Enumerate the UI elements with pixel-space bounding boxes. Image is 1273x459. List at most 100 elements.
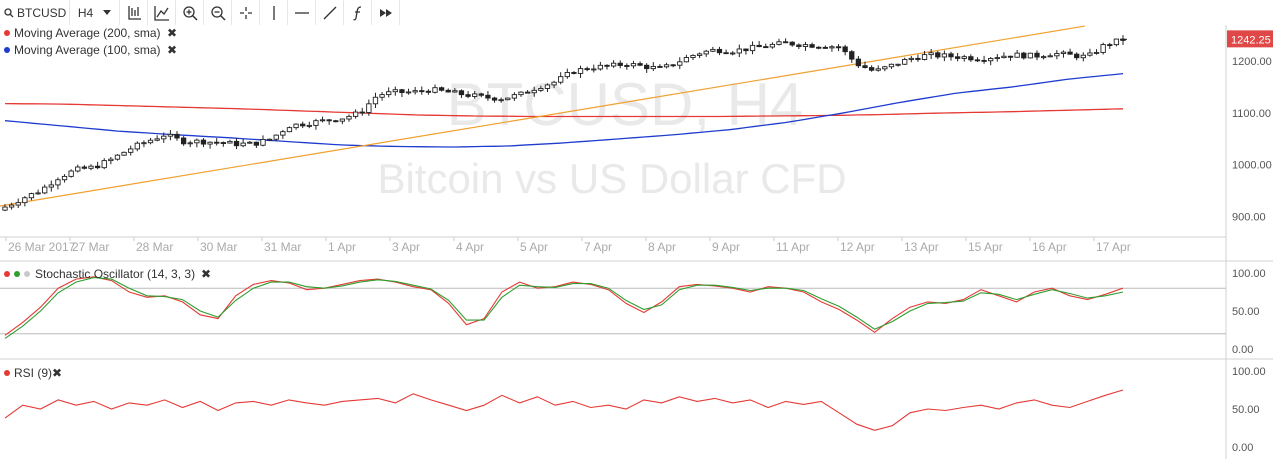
forward-button[interactable]: [372, 0, 400, 25]
price-tick-label: 1200.00: [1232, 56, 1272, 68]
search-icon: [4, 7, 14, 17]
time-tick-label: 7 Apr: [584, 240, 612, 254]
candle-body: [161, 135, 167, 140]
candle-body: [835, 46, 842, 49]
candle-body: [22, 197, 28, 204]
candle-body: [200, 139, 207, 145]
candle-body: [1067, 51, 1073, 55]
ma100-path: [4, 72, 1124, 148]
candle-body: [472, 93, 478, 97]
candle-body: [994, 57, 1000, 60]
candle-body: [207, 141, 213, 145]
vertical-line-button[interactable]: [260, 0, 288, 25]
candle-body: [1087, 52, 1093, 56]
candlestick-series: [2, 35, 1126, 212]
candle-body: [809, 44, 815, 48]
rsi-axis[interactable]: 100.00 50.00 0.00: [1232, 366, 1266, 454]
candle-body: [921, 54, 928, 60]
candle-body: [48, 184, 54, 188]
candle-body: [392, 89, 398, 93]
candle-body: [75, 166, 81, 172]
price-axis[interactable]: 1200.00 1100.00 1000.00 900.00: [1232, 56, 1272, 223]
osc-tick-label: 100.00: [1232, 366, 1266, 378]
time-tick-label: 16 Apr: [1032, 240, 1067, 254]
fib-button[interactable]: [344, 0, 372, 25]
candle-body: [366, 103, 372, 113]
legend-ma100[interactable]: Moving Average (100, sma) ✖: [4, 43, 177, 57]
close-icon[interactable]: ✖: [52, 366, 62, 380]
candle-body: [796, 44, 802, 47]
time-tick-label: 4 Apr: [456, 240, 484, 254]
close-icon[interactable]: ✖: [167, 26, 177, 40]
candle-body: [485, 94, 491, 99]
candle-body: [524, 91, 531, 94]
candle-body: [465, 94, 471, 97]
horizontal-line-button[interactable]: [288, 0, 316, 25]
interval-label: H4: [77, 5, 94, 20]
zoom-in-button[interactable]: [176, 0, 204, 25]
indicators-button[interactable]: [148, 0, 176, 25]
candle-body: [491, 97, 498, 101]
osc-tick-label: 50.00: [1232, 404, 1260, 416]
candle-body: [1001, 55, 1007, 59]
legend-rsi[interactable]: RSI (9) ✖: [4, 366, 62, 380]
candle-body: [2, 206, 8, 211]
time-tick-label: 26 Mar 2017: [8, 240, 76, 254]
candle-body: [220, 142, 226, 144]
close-icon[interactable]: ✖: [201, 267, 211, 281]
candle-body: [981, 59, 987, 62]
candle-body: [240, 142, 246, 147]
candle-body: [968, 56, 974, 61]
candle-body: [1074, 53, 1080, 59]
candle-body: [273, 134, 279, 140]
candle-body: [174, 133, 180, 139]
crosshair-button[interactable]: [232, 0, 260, 25]
symbol-search[interactable]: BTCUSD: [0, 0, 70, 25]
candle-body: [650, 65, 656, 70]
interval-select[interactable]: H4: [70, 0, 120, 25]
candle-body: [855, 58, 862, 67]
candle-body: [703, 50, 709, 55]
osc-tick-label: 0.00: [1232, 344, 1253, 356]
candle-body: [1034, 52, 1040, 58]
candle-body: [1040, 56, 1047, 59]
trend-line[interactable]: [0, 25, 1086, 207]
crosshair-icon: [239, 6, 252, 19]
candle-body: [868, 67, 875, 71]
candle-body: [1021, 52, 1027, 59]
stoch-k-dot: [4, 271, 10, 277]
ma100-color-dot: [4, 47, 10, 53]
stoch-level-dot: [24, 271, 30, 277]
candle-body: [498, 99, 504, 102]
candle-body: [1027, 52, 1034, 59]
candle-body: [928, 52, 934, 56]
time-tick-label: 11 Apr: [776, 240, 810, 254]
candle-body: [280, 131, 286, 136]
candle-body: [789, 41, 795, 46]
candle-body: [544, 84, 551, 89]
candle-body: [617, 62, 623, 66]
candle-body: [1060, 51, 1067, 54]
price-tick-label: 1000.00: [1232, 160, 1272, 172]
close-icon[interactable]: ✖: [167, 43, 177, 57]
candle-body: [584, 68, 590, 71]
candle-body: [551, 81, 557, 86]
indicator-icon: [153, 5, 169, 21]
zoom-out-button[interactable]: [204, 0, 232, 25]
time-tick-label: 30 Mar: [200, 240, 237, 254]
legend-ma200[interactable]: Moving Average (200, sma) ✖: [4, 26, 177, 40]
forward-icon: [379, 8, 392, 17]
candle-body: [591, 68, 597, 71]
legend-stoch[interactable]: Stochastic Oscillator (14, 3, 3) ✖: [4, 267, 211, 281]
candle-body: [419, 90, 425, 93]
candle-body: [822, 46, 828, 49]
trend-line-button[interactable]: [316, 0, 344, 25]
candle-body: [333, 120, 339, 123]
time-tick-label: 27 Mar: [72, 240, 109, 254]
compare-button[interactable]: [120, 0, 148, 25]
stoch-axis[interactable]: 100.00 50.00 0.00: [1232, 268, 1266, 356]
candle-body: [690, 54, 696, 58]
candle-body: [988, 58, 994, 62]
